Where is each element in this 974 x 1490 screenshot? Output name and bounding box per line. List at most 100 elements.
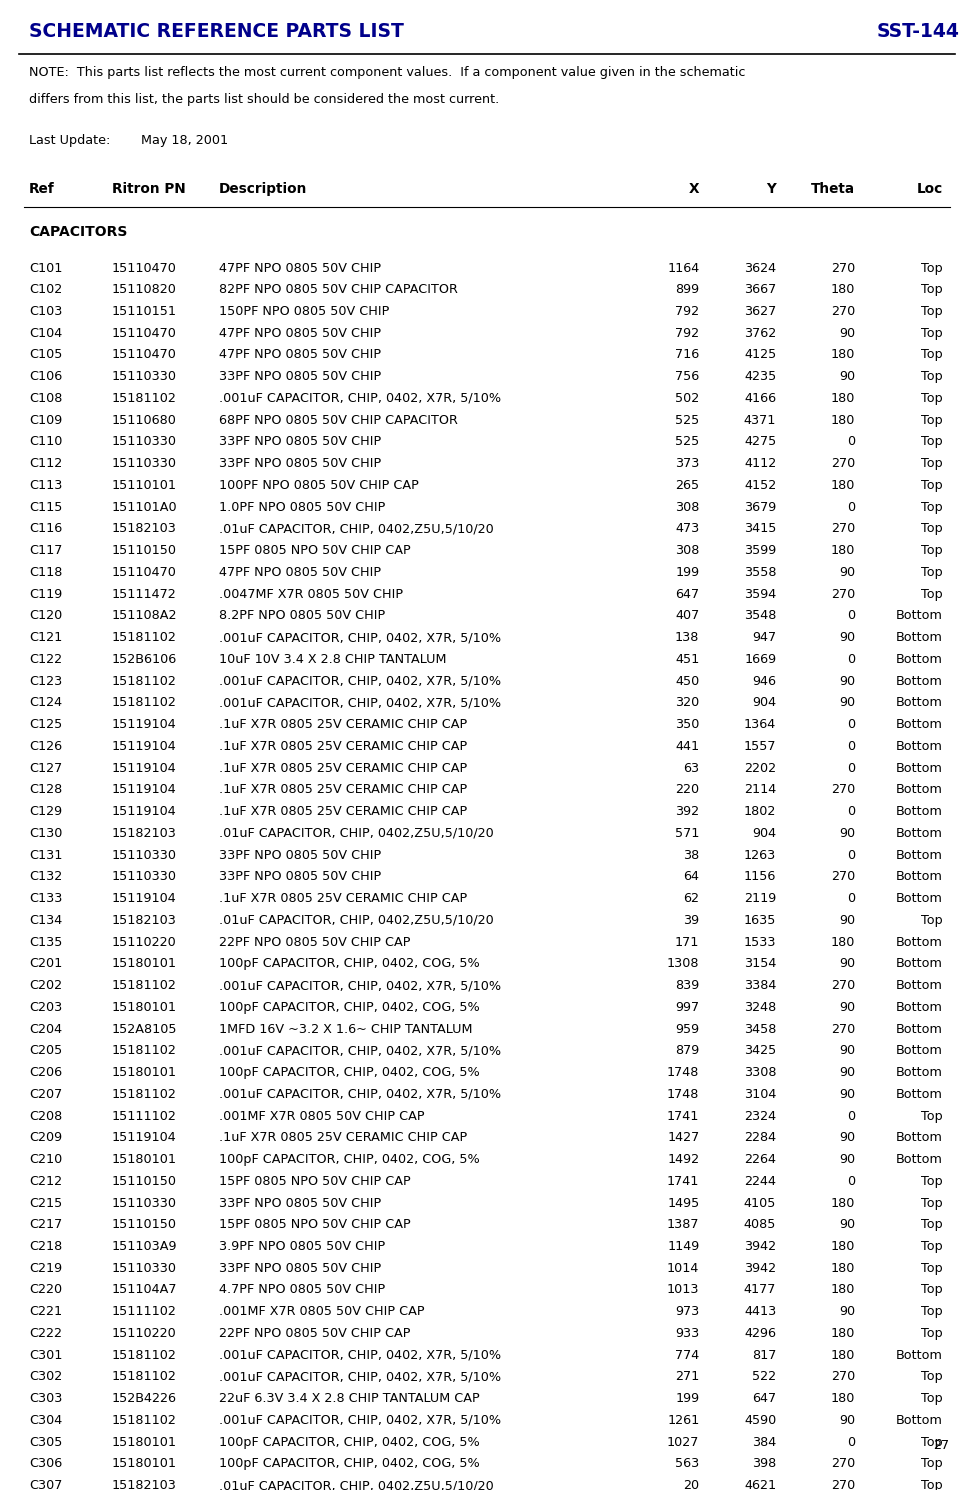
Text: 33PF NPO 0805 50V CHIP: 33PF NPO 0805 50V CHIP xyxy=(219,1196,382,1210)
Text: 3104: 3104 xyxy=(744,1088,776,1101)
Text: 3154: 3154 xyxy=(744,958,776,970)
Text: 4235: 4235 xyxy=(744,370,776,383)
Text: Ref: Ref xyxy=(29,182,55,197)
Text: Top: Top xyxy=(921,326,943,340)
Text: Y: Y xyxy=(767,182,776,197)
Text: Top: Top xyxy=(921,1262,943,1275)
Text: C108: C108 xyxy=(29,392,62,405)
Text: 33PF NPO 0805 50V CHIP: 33PF NPO 0805 50V CHIP xyxy=(219,870,382,884)
Text: Bottom: Bottom xyxy=(896,958,943,970)
Text: 1741: 1741 xyxy=(667,1110,699,1122)
Text: .01uF CAPACITOR, CHIP, 0402,Z5U,5/10/20: .01uF CAPACITOR, CHIP, 0402,Z5U,5/10/20 xyxy=(219,913,494,927)
Text: 15181102: 15181102 xyxy=(112,1044,177,1058)
Text: 33PF NPO 0805 50V CHIP: 33PF NPO 0805 50V CHIP xyxy=(219,370,382,383)
Text: differs from this list, the parts list should be considered the most current.: differs from this list, the parts list s… xyxy=(29,92,500,106)
Text: 4590: 4590 xyxy=(744,1414,776,1427)
Text: 151101A0: 151101A0 xyxy=(112,501,177,514)
Text: 62: 62 xyxy=(684,893,699,904)
Text: 15182103: 15182103 xyxy=(112,1480,177,1490)
Text: Top: Top xyxy=(921,435,943,448)
Text: 792: 792 xyxy=(675,305,699,317)
Text: Top: Top xyxy=(921,587,943,600)
Text: 0: 0 xyxy=(847,893,855,904)
Text: 15181102: 15181102 xyxy=(112,1414,177,1427)
Text: 1748: 1748 xyxy=(667,1065,699,1079)
Text: 384: 384 xyxy=(752,1436,776,1448)
Text: 100pF CAPACITOR, CHIP, 0402, COG, 5%: 100pF CAPACITOR, CHIP, 0402, COG, 5% xyxy=(219,1436,480,1448)
Text: C303: C303 xyxy=(29,1392,62,1405)
Text: Bottom: Bottom xyxy=(896,1065,943,1079)
Text: 33PF NPO 0805 50V CHIP: 33PF NPO 0805 50V CHIP xyxy=(219,435,382,448)
Text: Top: Top xyxy=(921,566,943,580)
Text: 756: 756 xyxy=(675,370,699,383)
Text: C209: C209 xyxy=(29,1131,62,1144)
Text: 3599: 3599 xyxy=(744,544,776,557)
Text: 879: 879 xyxy=(675,1044,699,1058)
Text: 450: 450 xyxy=(675,675,699,688)
Text: C123: C123 xyxy=(29,675,62,688)
Text: 90: 90 xyxy=(839,326,855,340)
Text: Bottom: Bottom xyxy=(896,893,943,904)
Text: C307: C307 xyxy=(29,1480,62,1490)
Text: 180: 180 xyxy=(831,478,855,492)
Text: .001uF CAPACITOR, CHIP, 0402, X7R, 5/10%: .001uF CAPACITOR, CHIP, 0402, X7R, 5/10% xyxy=(219,1348,502,1362)
Text: 15182103: 15182103 xyxy=(112,523,177,535)
Text: 525: 525 xyxy=(675,435,699,448)
Text: 473: 473 xyxy=(675,523,699,535)
Text: Top: Top xyxy=(921,913,943,927)
Text: 15PF 0805 NPO 50V CHIP CAP: 15PF 0805 NPO 50V CHIP CAP xyxy=(219,544,411,557)
Text: 100pF CAPACITOR, CHIP, 0402, COG, 5%: 100pF CAPACITOR, CHIP, 0402, COG, 5% xyxy=(219,1065,480,1079)
Text: 180: 180 xyxy=(831,936,855,949)
Text: 15181102: 15181102 xyxy=(112,1348,177,1362)
Text: Bottom: Bottom xyxy=(896,870,943,884)
Text: 0: 0 xyxy=(847,501,855,514)
Text: 15111102: 15111102 xyxy=(112,1110,177,1122)
Text: Bottom: Bottom xyxy=(896,761,943,775)
Text: 947: 947 xyxy=(752,632,776,644)
Text: C113: C113 xyxy=(29,478,62,492)
Text: Ritron PN: Ritron PN xyxy=(112,182,186,197)
Text: .1uF X7R 0805 25V CERAMIC CHIP CAP: .1uF X7R 0805 25V CERAMIC CHIP CAP xyxy=(219,1131,468,1144)
Text: 1014: 1014 xyxy=(667,1262,699,1275)
Text: 1263: 1263 xyxy=(744,849,776,861)
Text: 100pF CAPACITOR, CHIP, 0402, COG, 5%: 100pF CAPACITOR, CHIP, 0402, COG, 5% xyxy=(219,958,480,970)
Text: 180: 180 xyxy=(831,1240,855,1253)
Text: 3627: 3627 xyxy=(744,305,776,317)
Text: 15119104: 15119104 xyxy=(112,893,176,904)
Text: C127: C127 xyxy=(29,761,62,775)
Text: 270: 270 xyxy=(831,870,855,884)
Text: 270: 270 xyxy=(831,1480,855,1490)
Text: 265: 265 xyxy=(675,478,699,492)
Text: 15180101: 15180101 xyxy=(112,1153,177,1167)
Text: 152B4226: 152B4226 xyxy=(112,1392,177,1405)
Text: 2264: 2264 xyxy=(744,1153,776,1167)
Text: .01uF CAPACITOR, CHIP, 0402,Z5U,5/10/20: .01uF CAPACITOR, CHIP, 0402,Z5U,5/10/20 xyxy=(219,827,494,840)
Text: C208: C208 xyxy=(29,1110,62,1122)
Text: 3558: 3558 xyxy=(744,566,776,580)
Text: 15119104: 15119104 xyxy=(112,718,176,732)
Text: 15110220: 15110220 xyxy=(112,1328,176,1340)
Text: C205: C205 xyxy=(29,1044,62,1058)
Text: 959: 959 xyxy=(675,1022,699,1036)
Text: CAPACITORS: CAPACITORS xyxy=(29,225,128,238)
Text: 15119104: 15119104 xyxy=(112,784,176,796)
Text: .001MF X7R 0805 50V CHIP CAP: .001MF X7R 0805 50V CHIP CAP xyxy=(219,1305,425,1319)
Text: Bottom: Bottom xyxy=(896,979,943,992)
Text: 100pF CAPACITOR, CHIP, 0402, COG, 5%: 100pF CAPACITOR, CHIP, 0402, COG, 5% xyxy=(219,1457,480,1471)
Text: 0: 0 xyxy=(847,761,855,775)
Text: 180: 180 xyxy=(831,283,855,297)
Text: 15110330: 15110330 xyxy=(112,870,177,884)
Text: 1013: 1013 xyxy=(667,1283,699,1296)
Text: 90: 90 xyxy=(839,632,855,644)
Text: 4296: 4296 xyxy=(744,1328,776,1340)
Text: 3942: 3942 xyxy=(744,1240,776,1253)
Text: 4371: 4371 xyxy=(744,414,776,426)
Text: C133: C133 xyxy=(29,893,62,904)
Text: C302: C302 xyxy=(29,1371,62,1384)
Text: C221: C221 xyxy=(29,1305,62,1319)
Text: 90: 90 xyxy=(839,827,855,840)
Text: 15110330: 15110330 xyxy=(112,849,177,861)
Text: 15110470: 15110470 xyxy=(112,349,177,362)
Text: 3458: 3458 xyxy=(744,1022,776,1036)
Text: SST-144: SST-144 xyxy=(877,22,959,42)
